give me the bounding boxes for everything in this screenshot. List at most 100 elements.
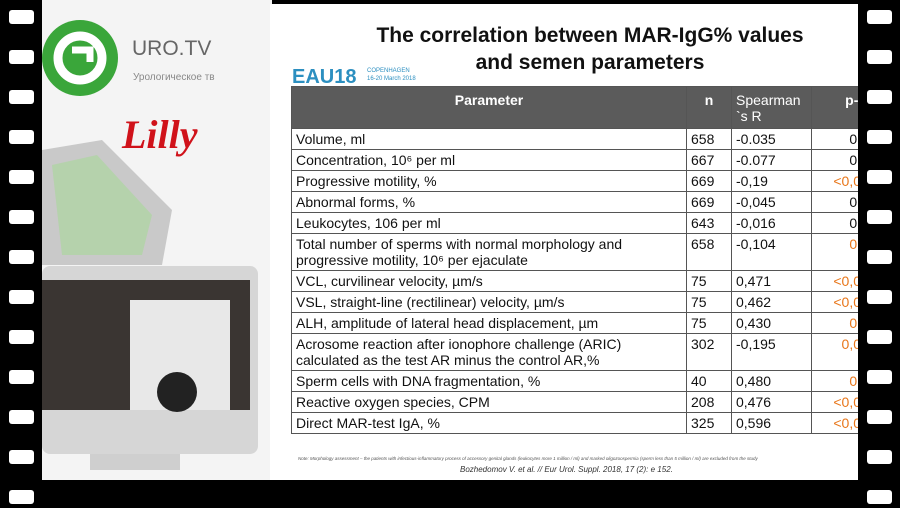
film-hole — [9, 170, 34, 184]
table-row: VSL, straight-line (rectilinear) velocit… — [291, 291, 858, 313]
film-reel-frame — [52, 155, 152, 255]
table-cell: Concentration, 10⁶ per ml — [291, 149, 687, 171]
table-cell: 0,476 — [731, 391, 812, 413]
table-row: Progressive motility, % 669 -0,19 <0,0 — [291, 170, 858, 192]
logo-ring — [53, 31, 107, 85]
table-cell: 0, — [811, 149, 858, 171]
slide: The correlation between MAR-IgG% values … — [270, 4, 858, 480]
table-cell: 0, — [811, 312, 858, 334]
slide-title: The correlation between MAR-IgG% values … — [376, 24, 804, 74]
table-cell: -0,195 — [731, 333, 812, 371]
table-row: Acrosome reaction after ionophore challe… — [291, 333, 858, 371]
film-hole — [9, 450, 34, 464]
table-cell: 667 — [686, 149, 732, 171]
table-cell: 0,596 — [731, 412, 812, 434]
table-row: ALH, amplitude of lateral head displacem… — [291, 312, 858, 334]
header-cell: n — [686, 86, 732, 129]
table-cell: <0,0 — [811, 270, 858, 292]
table-cell: Total number of sperms with normal morph… — [291, 233, 687, 271]
table-cell: -0,016 — [731, 212, 812, 234]
film-hole — [867, 10, 892, 24]
film-hole — [867, 130, 892, 144]
table-cell: -0,19 — [731, 170, 812, 192]
film-hole — [9, 250, 34, 264]
event-details: COPENHAGEN 16-20 March 2018 — [367, 67, 416, 83]
citation: Bozhedomov V. et al. // Eur Urol. Suppl.… — [460, 465, 673, 474]
table-cell: -0,045 — [731, 191, 812, 213]
table-cell: 0,471 — [731, 270, 812, 292]
table-cell: -0.077 — [731, 149, 812, 171]
film-hole — [867, 250, 892, 264]
film-hole — [9, 130, 34, 144]
table-cell: -0,104 — [731, 233, 812, 271]
film-hole — [867, 410, 892, 424]
table-row: VCL, curvilinear velocity, µm/s 75 0,471 <0… — [291, 270, 858, 292]
table-cell: <0,0 — [811, 291, 858, 313]
header-cell: Spearman `s R — [731, 86, 812, 129]
table-cell: 208 — [686, 391, 732, 413]
table-cell: 40 — [686, 370, 732, 392]
sponsor: Lilly — [121, 112, 198, 157]
table-cell: Acrosome reaction after ionophore challe… — [291, 333, 687, 371]
film-hole — [867, 290, 892, 304]
table-cell: <0,0 — [811, 412, 858, 434]
table-cell: 0,0 — [811, 333, 858, 371]
sidebar-graphics: URO.TV Урологическое тв Lilly — [42, 20, 258, 470]
film-hole — [867, 450, 892, 464]
sidebar: URO.TV Урологическое тв Lilly — [42, 0, 272, 480]
footnote: Note: Morphology assessment – the patien… — [298, 456, 758, 461]
table-cell: 302 — [686, 333, 732, 371]
film-hole — [867, 490, 892, 504]
table-cell: 0,462 — [731, 291, 812, 313]
table-cell: 669 — [686, 191, 732, 213]
table-cell: Reactive oxygen species, CPM — [291, 391, 687, 413]
table-cell: Abnormal forms, % — [291, 191, 687, 213]
logo-name: URO.TV — [132, 37, 211, 60]
table-cell: 658 — [686, 233, 732, 271]
film-hole — [9, 290, 34, 304]
table-cell: 0, — [811, 370, 858, 392]
table-cell: 75 — [686, 270, 732, 292]
table-cell: 325 — [686, 412, 732, 434]
logo-subtitle: Урологическое тв — [133, 72, 215, 83]
table-cell: <0,0 — [811, 170, 858, 192]
film-hole — [9, 10, 34, 24]
film-hole — [867, 210, 892, 224]
table-cell: ALH, amplitude of lateral head displacem… — [291, 312, 687, 334]
film-hole — [867, 330, 892, 344]
table-cell: 0,480 — [731, 370, 812, 392]
table-cell: 643 — [686, 212, 732, 234]
logo-circle — [42, 20, 118, 96]
table-cell: 0, — [811, 233, 858, 271]
table-cell: 75 — [686, 312, 732, 334]
table-cell: Leukocytes, 106 per ml — [291, 212, 687, 234]
table-cell: Direct MAR-test IgA, % — [291, 412, 687, 434]
film-hole — [9, 370, 34, 384]
table-row: Sperm cells with DNA fragmentation, % 40 0… — [291, 370, 858, 392]
table-cell: 669 — [686, 170, 732, 192]
table-cell: 658 — [686, 128, 732, 150]
film-strip-left — [0, 0, 42, 508]
film-hole — [9, 330, 34, 344]
table-cell: 0, — [811, 212, 858, 234]
film-strip-right — [858, 0, 900, 508]
film-hole — [9, 90, 34, 104]
table-cell: 75 — [686, 291, 732, 313]
table-cell: VSL, straight-line (rectilinear) velocit… — [291, 291, 687, 313]
film-hole — [867, 90, 892, 104]
table-cell: -0.035 — [731, 128, 812, 150]
table-row: Total number of sperms with normal morph… — [291, 233, 858, 271]
header-cell: Parameter — [291, 86, 687, 129]
event-city: COPENHAGEN — [367, 68, 410, 74]
screen-person — [157, 372, 197, 412]
film-hole — [867, 50, 892, 64]
film-hole — [9, 210, 34, 224]
film-hole — [867, 170, 892, 184]
